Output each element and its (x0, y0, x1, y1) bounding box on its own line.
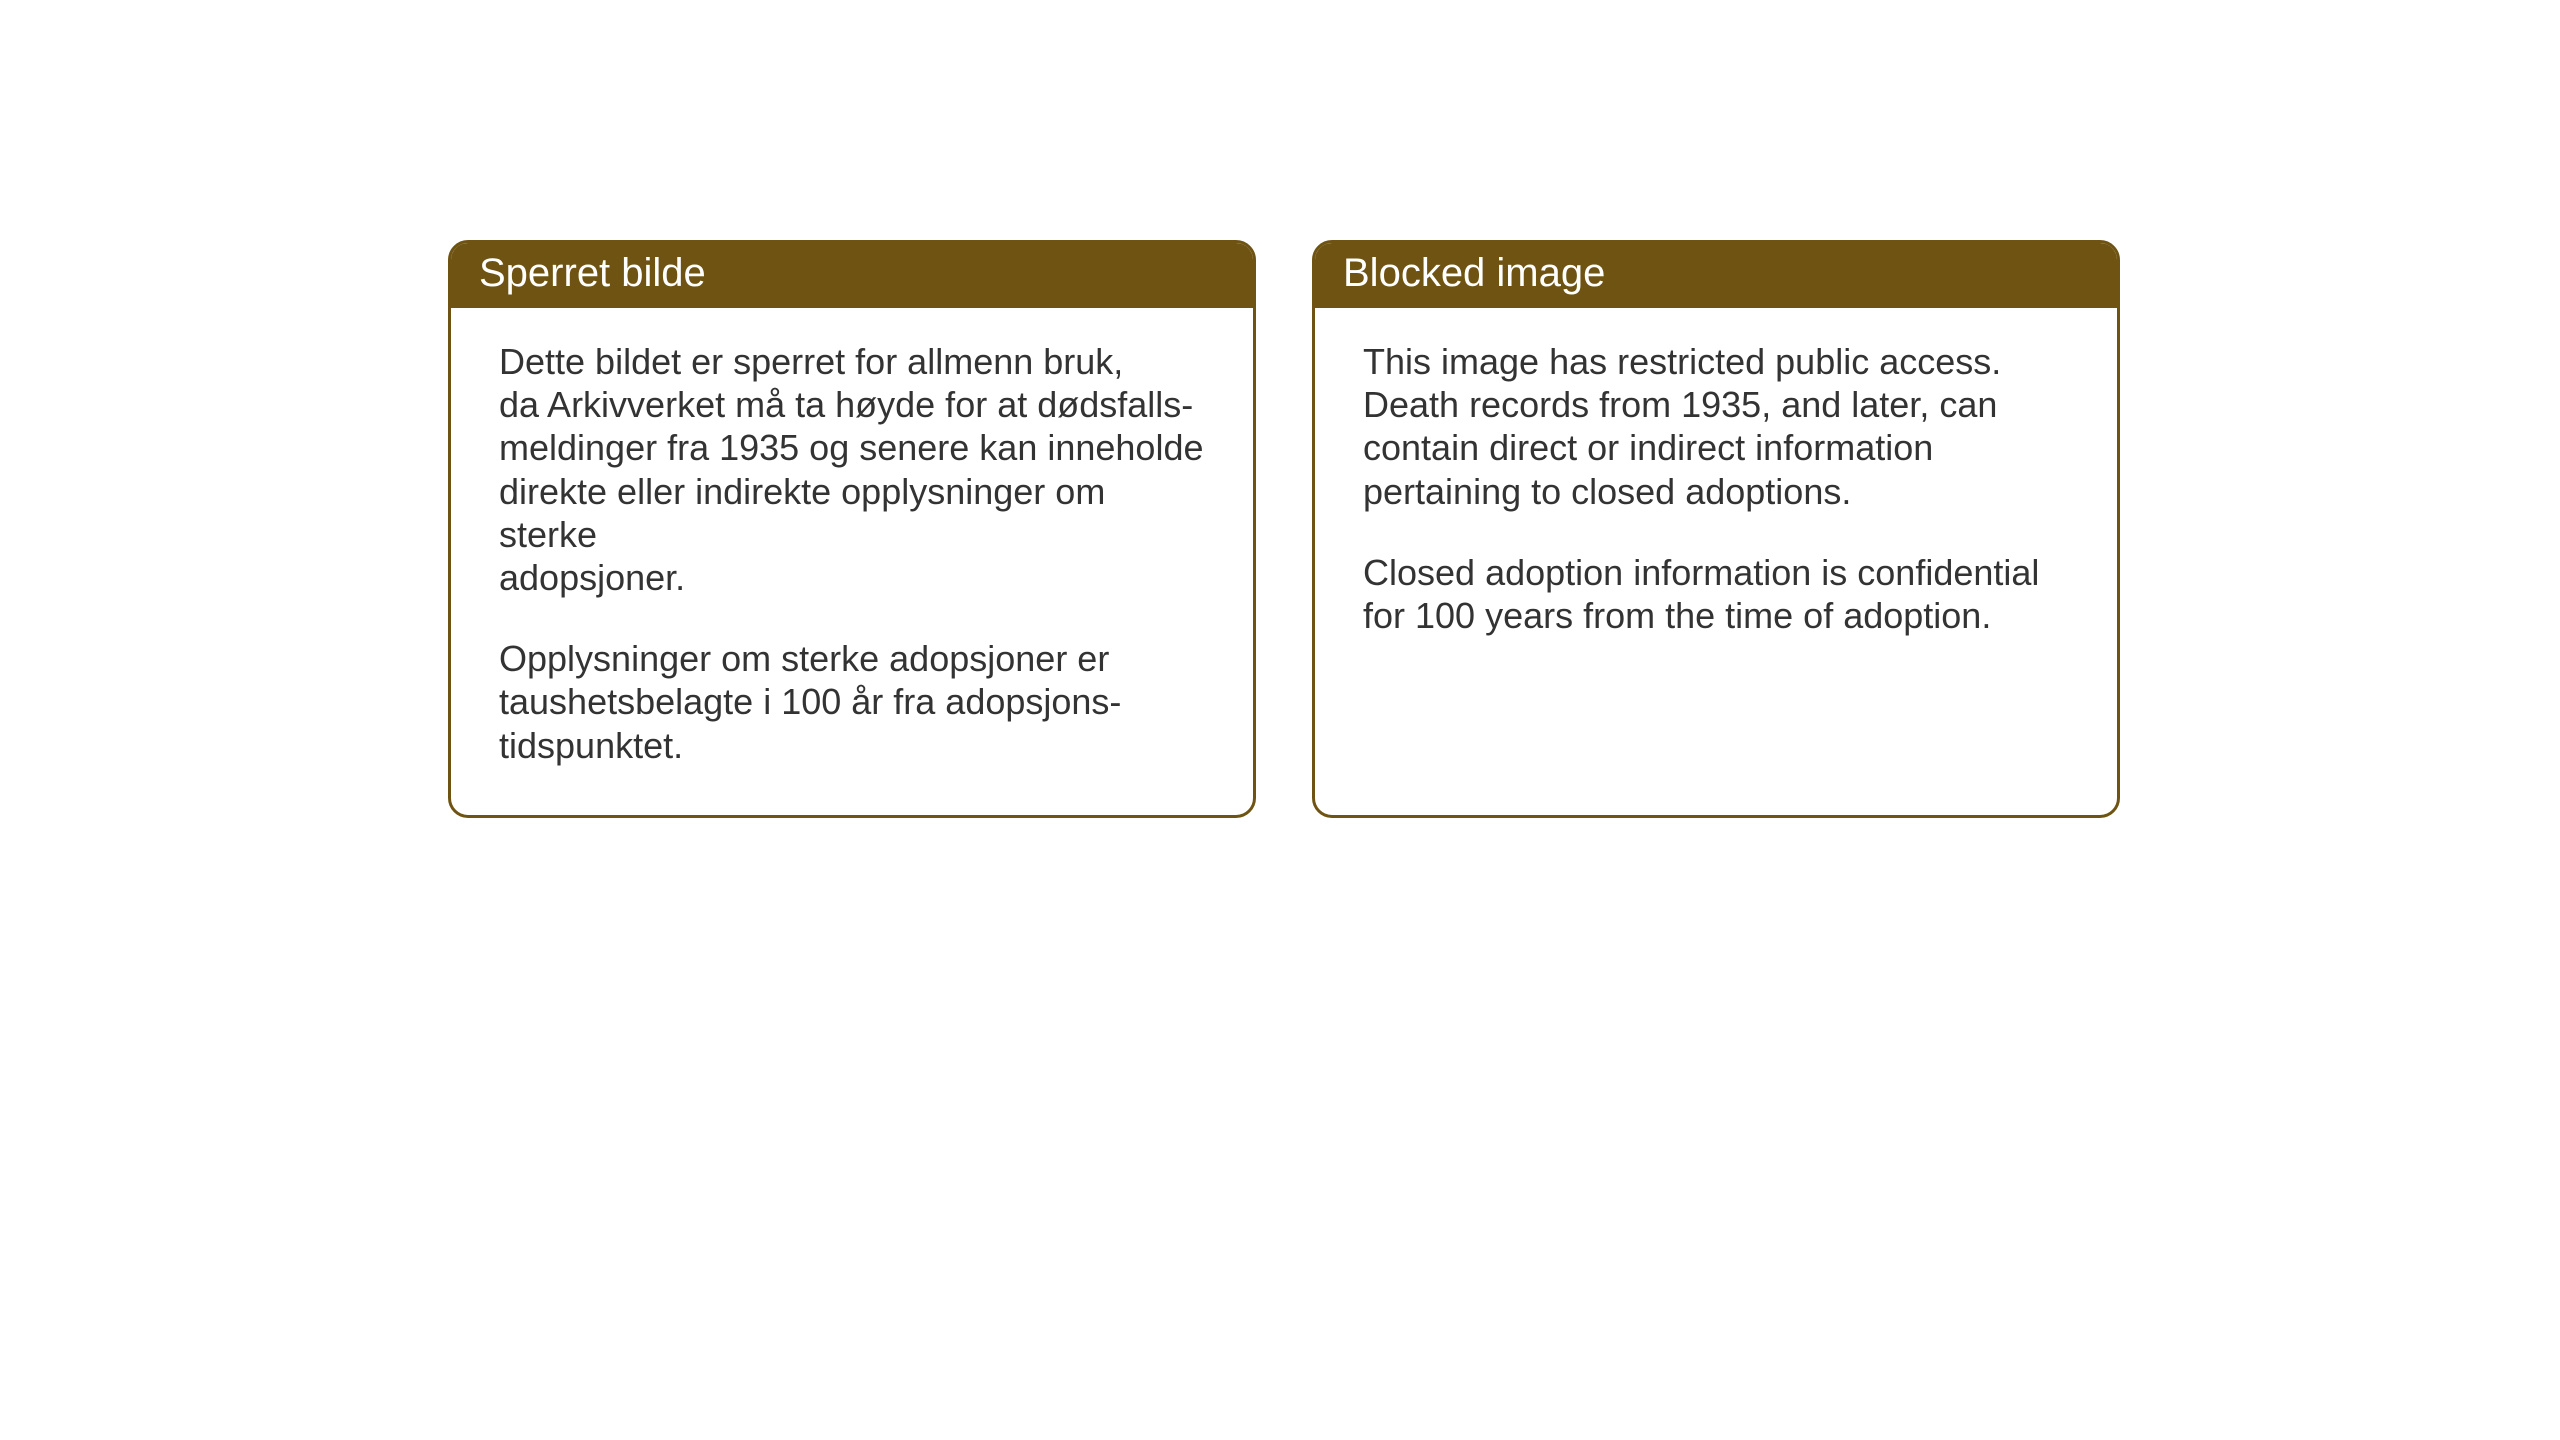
text-line: adopsjoner. (499, 557, 685, 598)
notice-container: Sperret bilde Dette bildet er sperret fo… (448, 240, 2120, 818)
notice-body-english: This image has restricted public access.… (1315, 308, 2117, 685)
text-line: Dette bildet er sperret for allmenn bruk… (499, 341, 1123, 382)
text-line: direkte eller indirekte opplysninger om … (499, 471, 1105, 555)
paragraph-2: Opplysninger om sterke adopsjoner er tau… (499, 637, 1205, 767)
notice-header-english: Blocked image (1315, 243, 2117, 308)
text-line: taushetsbelagte i 100 år fra adopsjons- (499, 681, 1121, 722)
notice-card-english: Blocked image This image has restricted … (1312, 240, 2120, 818)
text-line: da Arkivverket må ta høyde for at dødsfa… (499, 384, 1193, 425)
paragraph-1: Dette bildet er sperret for allmenn bruk… (499, 340, 1205, 599)
notice-body-norwegian: Dette bildet er sperret for allmenn bruk… (451, 308, 1253, 815)
text-line: Opplysninger om sterke adopsjoner er (499, 638, 1109, 679)
text-line: This image has restricted public access. (1363, 341, 2001, 382)
paragraph-1: This image has restricted public access.… (1363, 340, 2069, 513)
text-line: meldinger fra 1935 og senere kan innehol… (499, 427, 1204, 468)
text-line: Closed adoption information is confident… (1363, 552, 2039, 593)
notice-header-norwegian: Sperret bilde (451, 243, 1253, 308)
text-line: for 100 years from the time of adoption. (1363, 595, 1991, 636)
notice-card-norwegian: Sperret bilde Dette bildet er sperret fo… (448, 240, 1256, 818)
header-text: Sperret bilde (479, 251, 706, 295)
text-line: tidspunktet. (499, 725, 683, 766)
text-line: contain direct or indirect information (1363, 427, 1933, 468)
paragraph-2: Closed adoption information is confident… (1363, 551, 2069, 637)
text-line: Death records from 1935, and later, can (1363, 384, 1997, 425)
text-line: pertaining to closed adoptions. (1363, 471, 1851, 512)
header-text: Blocked image (1343, 251, 1605, 295)
